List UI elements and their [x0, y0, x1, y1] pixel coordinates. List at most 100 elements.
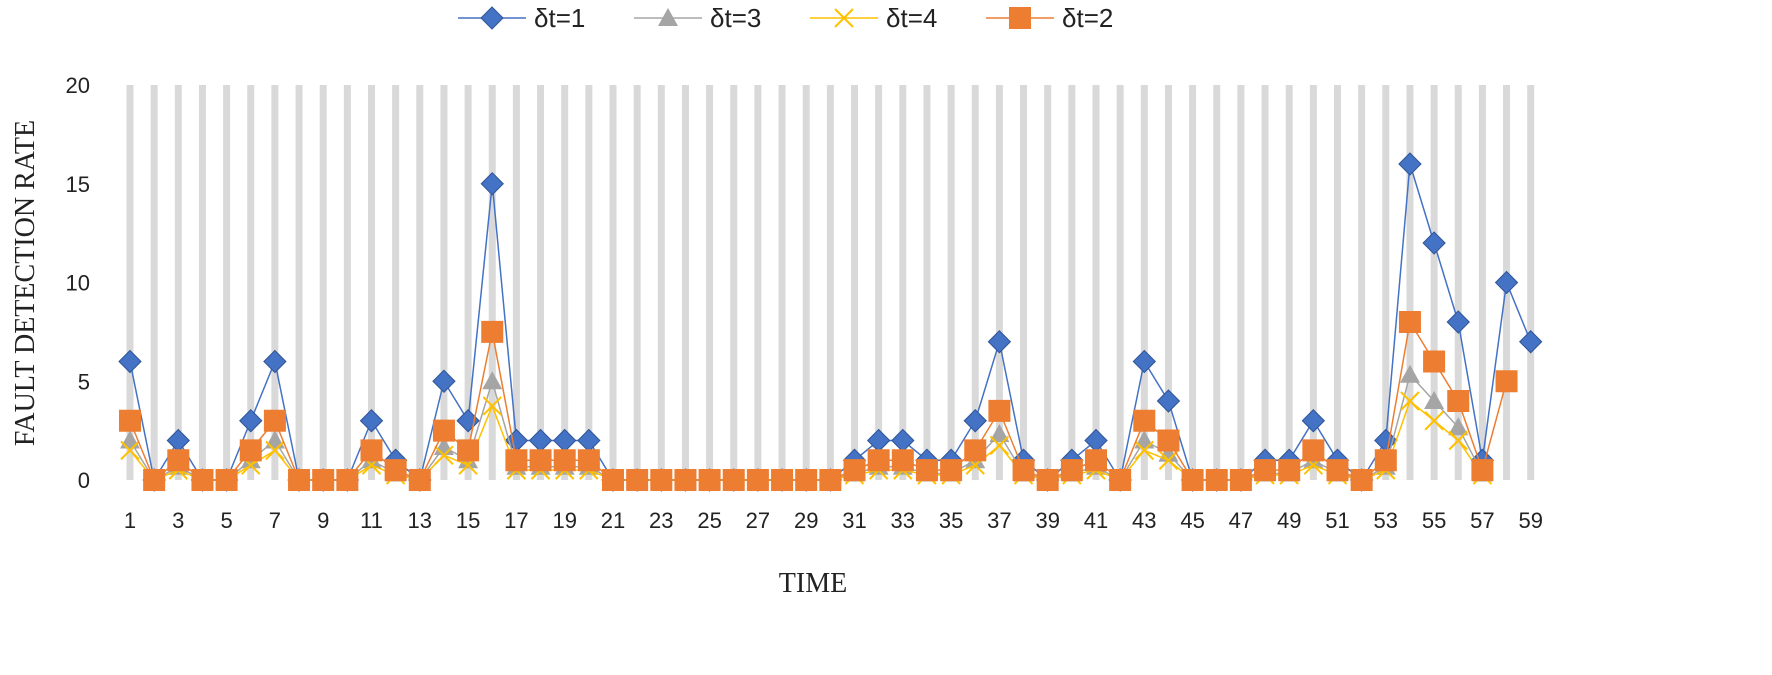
x-tick-label: 59 — [1518, 508, 1542, 533]
data-point — [529, 449, 552, 472]
data-point — [1132, 349, 1157, 374]
data-point — [843, 459, 866, 482]
data-point — [1157, 429, 1180, 452]
data-point — [1446, 310, 1470, 334]
data-point — [360, 439, 383, 462]
data-point — [674, 469, 697, 491]
data-point — [215, 469, 238, 491]
y-tick-label: 15 — [66, 172, 90, 197]
x-tick-label: 31 — [842, 508, 866, 533]
data-point — [1424, 391, 1445, 409]
data-point — [988, 399, 1011, 422]
data-point — [263, 409, 286, 432]
data-point — [1471, 459, 1494, 482]
data-point — [1158, 443, 1179, 462]
data-point — [1423, 350, 1446, 373]
x-axis-title: TIME — [779, 568, 847, 599]
y-tick-label: 0 — [78, 468, 90, 493]
data-point — [1301, 409, 1326, 433]
data-point — [482, 371, 503, 390]
legend-label: δt=3 — [710, 3, 761, 33]
x-tick-label: 53 — [1374, 508, 1398, 533]
legend-label: δt=1 — [534, 3, 585, 33]
data-point — [1229, 469, 1252, 491]
x-tick-label: 25 — [697, 508, 721, 533]
series-group — [118, 152, 1543, 492]
x-tick-label: 55 — [1422, 508, 1446, 533]
x-tick-label: 19 — [552, 508, 576, 533]
data-point — [1302, 439, 1325, 462]
data-point — [432, 369, 456, 393]
data-point — [1374, 449, 1397, 472]
vertical-gridlines — [126, 85, 1535, 480]
x-tick-label: 15 — [456, 508, 480, 533]
data-point — [746, 469, 769, 491]
data-point — [626, 469, 649, 491]
data-point — [915, 459, 938, 482]
data-point — [795, 469, 818, 491]
x-tick-label: 7 — [269, 508, 281, 533]
data-point — [602, 469, 624, 491]
data-point — [1398, 152, 1422, 176]
x-tick-label: 45 — [1180, 508, 1204, 533]
data-point — [482, 396, 502, 416]
data-point — [987, 330, 1012, 354]
data-point — [1398, 311, 1421, 333]
data-point — [1156, 389, 1181, 413]
data-point — [989, 435, 1010, 456]
x-tick-label: 35 — [939, 508, 963, 533]
data-point — [1181, 469, 1204, 491]
y-axis-title: FAULT DETECTION RATE — [10, 120, 41, 446]
data-point — [167, 449, 190, 472]
x-tick-label: 43 — [1132, 508, 1156, 533]
data-point — [1278, 459, 1301, 482]
data-point — [143, 469, 166, 491]
x-tick-label: 29 — [794, 508, 818, 533]
x-tick-label: 27 — [746, 508, 770, 533]
data-point — [1134, 440, 1155, 461]
data-point — [1494, 270, 1519, 295]
data-point — [866, 428, 891, 453]
data-point — [480, 172, 504, 196]
series-4 — [119, 311, 1518, 491]
data-point — [265, 440, 285, 461]
y-tick-label: 20 — [66, 73, 90, 98]
data-point — [457, 439, 480, 462]
data-point — [528, 428, 553, 453]
data-point — [1205, 469, 1228, 491]
data-point — [1158, 450, 1179, 470]
data-point — [963, 409, 987, 433]
data-point — [1133, 409, 1156, 432]
data-point — [1447, 390, 1470, 412]
data-point — [191, 469, 214, 491]
data-point — [819, 469, 842, 491]
legend-marker — [658, 8, 678, 26]
data-point — [1495, 370, 1518, 393]
data-point — [239, 409, 263, 433]
data-point — [408, 469, 431, 491]
legend-marker — [834, 8, 854, 28]
legend-label: δt=2 — [1062, 3, 1113, 33]
data-point — [1448, 417, 1469, 436]
data-point — [312, 469, 335, 491]
x-tick-label: 37 — [987, 508, 1011, 533]
series-line — [129, 319, 1508, 482]
data-point — [771, 469, 794, 491]
data-point — [432, 419, 455, 442]
x-tick-label: 9 — [317, 508, 329, 533]
data-point — [577, 428, 601, 453]
x-tick-label: 11 — [360, 508, 383, 533]
data-point — [989, 423, 1010, 442]
data-point — [166, 428, 191, 453]
x-tick-label: 5 — [220, 508, 232, 533]
data-point — [577, 449, 600, 472]
x-axis-ticks: 1 3 5 7 9 11 13 15 17 19 21 23 25 27 29 31 33 35 37 39 41 43 4… — [124, 508, 1543, 533]
data-point — [1085, 449, 1107, 472]
data-point — [1518, 330, 1543, 354]
data-point — [118, 349, 142, 374]
x-tick-label: 1 — [124, 508, 136, 533]
data-point — [1254, 459, 1277, 482]
y-tick-label: 5 — [78, 369, 90, 394]
x-tick-label: 21 — [601, 508, 625, 533]
